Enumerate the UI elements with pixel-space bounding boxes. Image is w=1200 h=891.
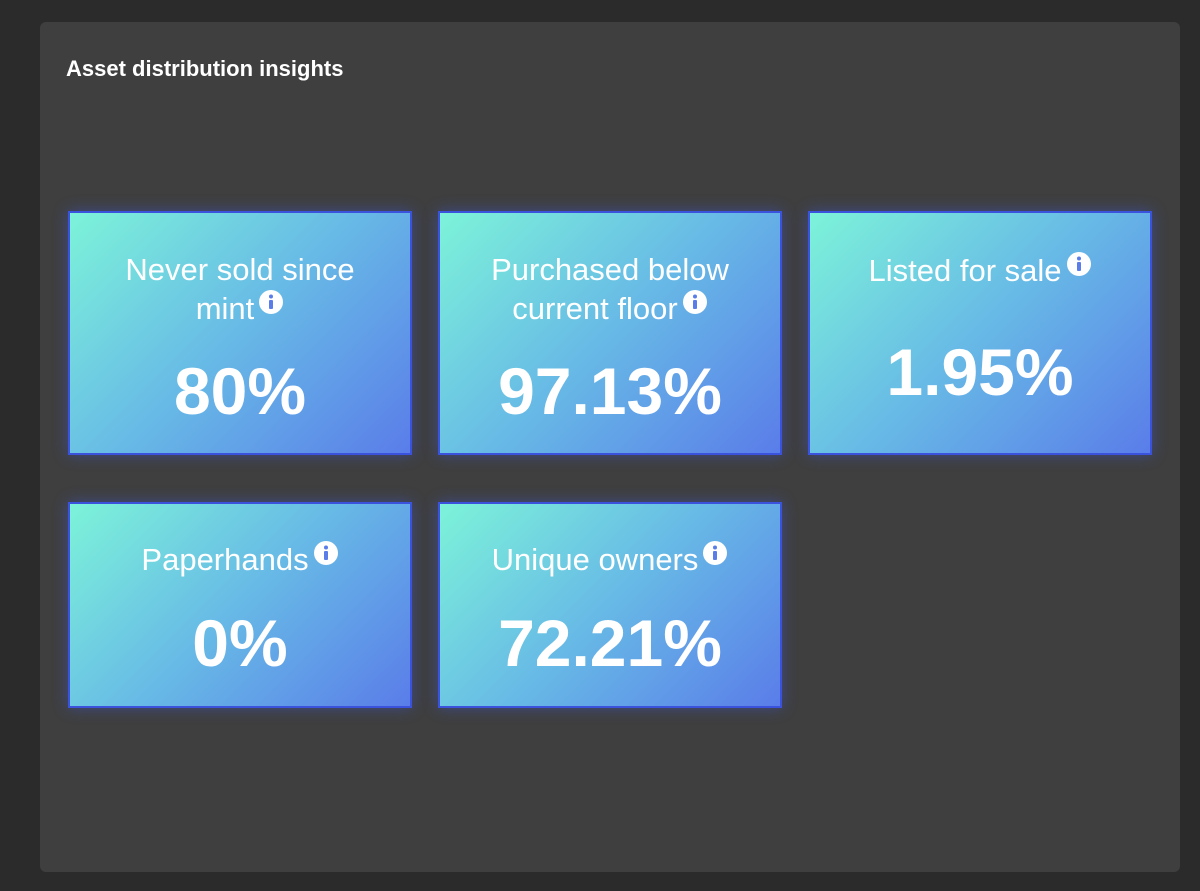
stat-label-wrap: Listed for sale — [869, 251, 1092, 290]
info-icon[interactable] — [258, 289, 284, 315]
stat-label-wrap: Paperhands — [141, 540, 338, 579]
stat-label: Listed for sale — [868, 253, 1062, 288]
stat-label: Paperhands — [141, 542, 309, 577]
stat-value: 97.13% — [498, 353, 722, 428]
stat-label-wrap: Purchased below current floor — [465, 251, 755, 328]
stat-card: Never sold since mint 80% — [68, 211, 412, 455]
stat-label: Purchased below current floor — [491, 252, 729, 326]
stat-card: Purchased below current floor 97.13% — [438, 211, 782, 455]
info-icon[interactable] — [1066, 251, 1092, 277]
stat-label-wrap: Unique owners — [492, 540, 729, 579]
info-icon[interactable] — [702, 540, 728, 566]
info-icon[interactable] — [313, 540, 339, 566]
stat-card: Paperhands 0% — [68, 502, 412, 708]
stat-card: Listed for sale 1.95% — [808, 211, 1152, 455]
card-grid: Never sold since mint 80% Purchased below … — [68, 211, 1152, 708]
stat-label: Unique owners — [491, 542, 699, 577]
insights-panel: Asset distribution insights Never sold s… — [40, 22, 1180, 872]
stat-value: 80% — [173, 353, 307, 428]
stat-value: 0% — [192, 605, 288, 680]
stat-value: 1.95% — [886, 334, 1074, 409]
stat-card: Unique owners 72.21% — [438, 502, 782, 708]
info-icon[interactable] — [682, 289, 708, 315]
panel-title: Asset distribution insights — [66, 56, 344, 81]
stat-label-wrap: Never sold since mint — [95, 251, 385, 328]
stat-label: Never sold since mint — [125, 252, 355, 326]
stat-value: 72.21% — [498, 605, 722, 680]
